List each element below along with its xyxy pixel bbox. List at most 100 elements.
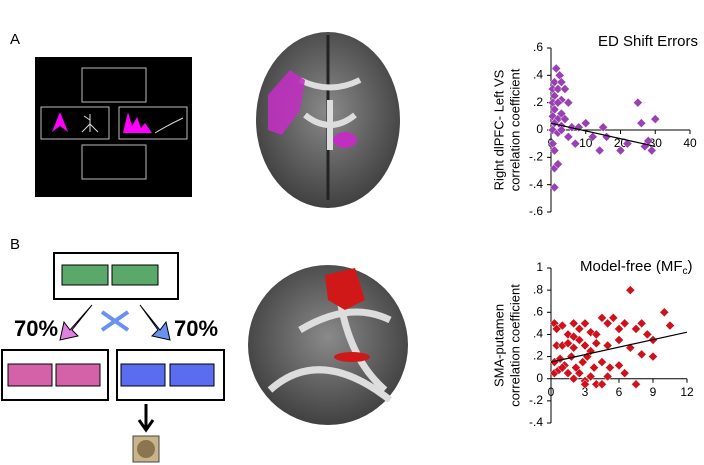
data-point	[580, 340, 590, 351]
data-point	[602, 318, 613, 329]
data-point	[556, 77, 567, 88]
data-point	[568, 342, 579, 353]
data-point	[563, 338, 573, 349]
data-point	[577, 357, 588, 367]
data-point	[580, 318, 590, 329]
data-point	[551, 63, 562, 74]
data-point	[560, 114, 570, 124]
data-point	[563, 97, 574, 108]
y-tick-label: -.2	[529, 150, 543, 164]
y-tick-label: 1	[536, 260, 543, 274]
data-point	[605, 362, 615, 373]
data-point	[614, 335, 624, 345]
x-tick-label: 40	[683, 136, 697, 150]
data-point	[553, 159, 563, 170]
data-point	[568, 318, 579, 329]
data-point	[597, 312, 607, 323]
y-axis-label: correlation coefficient	[507, 284, 522, 407]
y-tick-label: 0	[536, 122, 543, 136]
y-tick-label: .6	[533, 304, 543, 318]
data-point	[631, 324, 641, 334]
data-point	[602, 371, 613, 382]
data-point	[563, 131, 574, 142]
data-point	[553, 97, 563, 108]
y-axis-label: Right dlPFC- Left VS	[491, 69, 506, 190]
x-tick-label: 3	[582, 385, 589, 399]
data-point	[665, 320, 675, 331]
y-tick-label: -.2	[529, 393, 543, 407]
data-point	[598, 122, 608, 133]
data-point	[568, 331, 579, 342]
data-point	[633, 97, 643, 108]
data-point	[650, 114, 661, 124]
brain-image	[248, 265, 408, 425]
y-tick-label: .8	[533, 282, 543, 296]
y-tick-label: .4	[533, 327, 543, 341]
data-point	[549, 182, 560, 193]
data-point	[563, 368, 573, 379]
brain-image	[256, 32, 400, 208]
data-point	[619, 368, 630, 379]
chart-title: Model-free (MFc)	[580, 258, 693, 277]
trend-line	[550, 331, 688, 363]
data-point	[557, 362, 568, 373]
data-point	[615, 145, 626, 156]
data-point	[553, 84, 563, 94]
x-tick-label: 9	[650, 385, 657, 399]
y-tick-label: .6	[533, 40, 543, 54]
data-point	[636, 349, 647, 360]
title-subscript: c	[683, 266, 688, 277]
data-point	[636, 318, 647, 329]
task-screen	[35, 57, 192, 197]
data-point	[614, 360, 624, 371]
data-point	[560, 84, 570, 94]
y-axis-label: correlation coefficient	[507, 68, 522, 191]
y-tick-label: -.4	[529, 177, 543, 191]
chart-title: ED Shift Errors	[598, 33, 698, 50]
y-tick-label: 0	[536, 371, 543, 385]
x-tick-label: 6	[616, 385, 623, 399]
y-axis-label: SMA-putamen	[491, 304, 506, 387]
data-point	[597, 357, 607, 367]
data-point	[625, 285, 636, 295]
y-tick-label: -.4	[529, 415, 543, 429]
data-point	[585, 371, 596, 382]
data-point	[622, 138, 633, 149]
y-tick-label: -.6	[529, 204, 543, 218]
data-point	[659, 307, 670, 318]
data-point	[580, 118, 591, 129]
data-point	[574, 324, 585, 334]
data-point	[646, 145, 657, 156]
data-point	[556, 125, 567, 135]
data-point	[597, 379, 607, 390]
x-tick-label: 0	[548, 385, 555, 399]
x-tick-label: 10	[579, 136, 593, 150]
data-point	[587, 131, 598, 142]
data-point	[549, 145, 560, 156]
data-point	[608, 312, 619, 323]
data-point	[557, 320, 568, 331]
data-point	[619, 318, 630, 329]
data-point	[566, 351, 577, 362]
data-point	[574, 368, 585, 379]
data-point	[570, 138, 581, 149]
data-point	[594, 145, 605, 156]
panel-label: A	[10, 31, 20, 48]
x-tick-label: 12	[680, 385, 694, 399]
probability-label: 70%	[14, 316, 58, 341]
data-point	[636, 118, 647, 129]
task-diagram	[1, 252, 225, 463]
data-point	[568, 373, 579, 384]
probability-label: 70%	[174, 316, 218, 341]
title-suffix: )	[688, 258, 693, 275]
y-tick-label: .2	[533, 95, 543, 109]
y-tick-label: .4	[533, 68, 543, 82]
y-tick-label: .2	[533, 349, 543, 363]
data-point	[614, 324, 624, 334]
trend-line	[550, 122, 656, 147]
data-point	[591, 338, 602, 349]
panel-label: B	[10, 236, 20, 253]
data-point	[589, 362, 599, 373]
data-point	[642, 329, 653, 340]
